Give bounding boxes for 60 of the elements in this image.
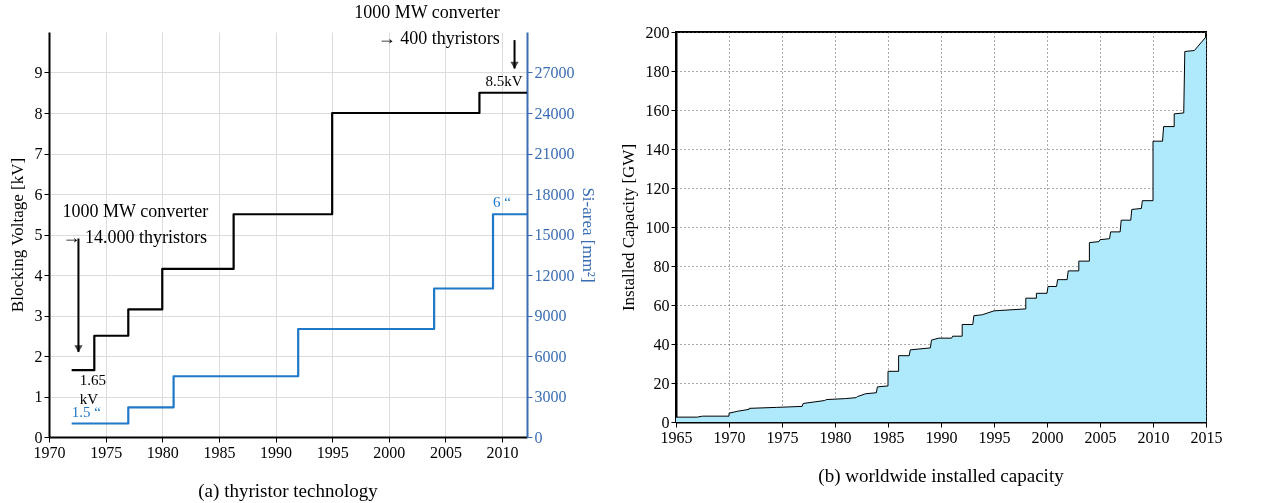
- y-tick-label: 140: [645, 140, 670, 158]
- y-tick-label: 9: [34, 64, 43, 81]
- y2-tick-label: 18000: [534, 185, 575, 203]
- x-tick-label: 1975: [90, 443, 123, 461]
- x-tick-label: 1995: [316, 443, 349, 461]
- y-tick-label: 2: [34, 347, 43, 365]
- y-tick-label: 8: [34, 104, 43, 122]
- x-tick-label: 1980: [819, 428, 852, 446]
- y-tick-label: 3: [34, 307, 43, 324]
- y-tick-label: 200: [645, 23, 670, 41]
- y-tick-label: 60: [653, 296, 670, 314]
- annotation: 1000 MW converter → 14.000 thyristors: [62, 200, 209, 247]
- y-tick-label: 120: [645, 179, 670, 197]
- y-tick-label: 1: [34, 388, 43, 405]
- text: (a) thyristor technology: [198, 480, 379, 502]
- x-tick-label: 1975: [766, 428, 799, 446]
- x-tick-label: 1990: [260, 443, 293, 461]
- y2-tick-label: 27000: [534, 64, 575, 81]
- x-tick-label: 1985: [872, 428, 905, 446]
- x-tick-label: 2010: [486, 443, 519, 461]
- x-tick-label: 1980: [146, 443, 179, 461]
- y-tick-label: 0: [34, 428, 43, 446]
- y-tick-label: 4: [34, 266, 43, 284]
- x-tick-label: 2010: [1137, 428, 1170, 446]
- y-tick-label: 160: [645, 101, 670, 119]
- y2-tick-label: 6000: [534, 347, 567, 365]
- y-tick-label: 100: [645, 218, 670, 236]
- x-tick-label: 2005: [1084, 428, 1117, 446]
- y-tick-label: 6: [34, 185, 43, 203]
- y-tick-label: 80: [653, 257, 670, 275]
- y2-tick-label: 3000: [534, 388, 567, 405]
- y-axis-title: Installed Capacity [GW]: [618, 143, 638, 312]
- data-label: 8.5kV: [485, 72, 523, 89]
- y-tick-label: 5: [34, 226, 43, 243]
- y-tick-label: 40: [653, 335, 670, 353]
- y-tick-label: 0: [661, 413, 670, 431]
- y-axis-title: Blocking Voltage [kV]: [7, 157, 27, 313]
- x-tick-label: 2000: [373, 443, 406, 461]
- y2-tick-label: 15000: [534, 226, 575, 243]
- x-tick-label: 1970: [713, 428, 746, 446]
- y2-tick-label: 0: [534, 428, 543, 446]
- x-tick-label: 1965: [660, 428, 693, 446]
- x-tick-label: 1995: [978, 428, 1011, 446]
- x-tick-label: 2015: [1190, 428, 1223, 446]
- y-tick-label: 7: [34, 145, 43, 162]
- y2-tick-label: 12000: [534, 266, 575, 284]
- x-tick-label: 2000: [1031, 428, 1064, 446]
- y2-tick-label: 24000: [534, 104, 575, 122]
- text: (b) worldwide installed capacity: [818, 465, 1065, 487]
- x-tick-label: 2005: [429, 443, 462, 461]
- y2-tick-label: 21000: [534, 145, 575, 162]
- y-tick-label: 20: [653, 374, 670, 392]
- x-tick-label: 1970: [33, 443, 66, 461]
- y2-tick-label: 9000: [534, 307, 567, 324]
- annotation: 6 “: [493, 194, 512, 211]
- x-tick-label: 1985: [203, 443, 236, 461]
- annotation: 1000 MW converter → 400 thyristors: [354, 2, 500, 49]
- x-tick-label: 1990: [925, 428, 958, 446]
- y2-axis-title: Si-area [mm²]: [578, 187, 598, 283]
- y-tick-label: 180: [645, 62, 670, 80]
